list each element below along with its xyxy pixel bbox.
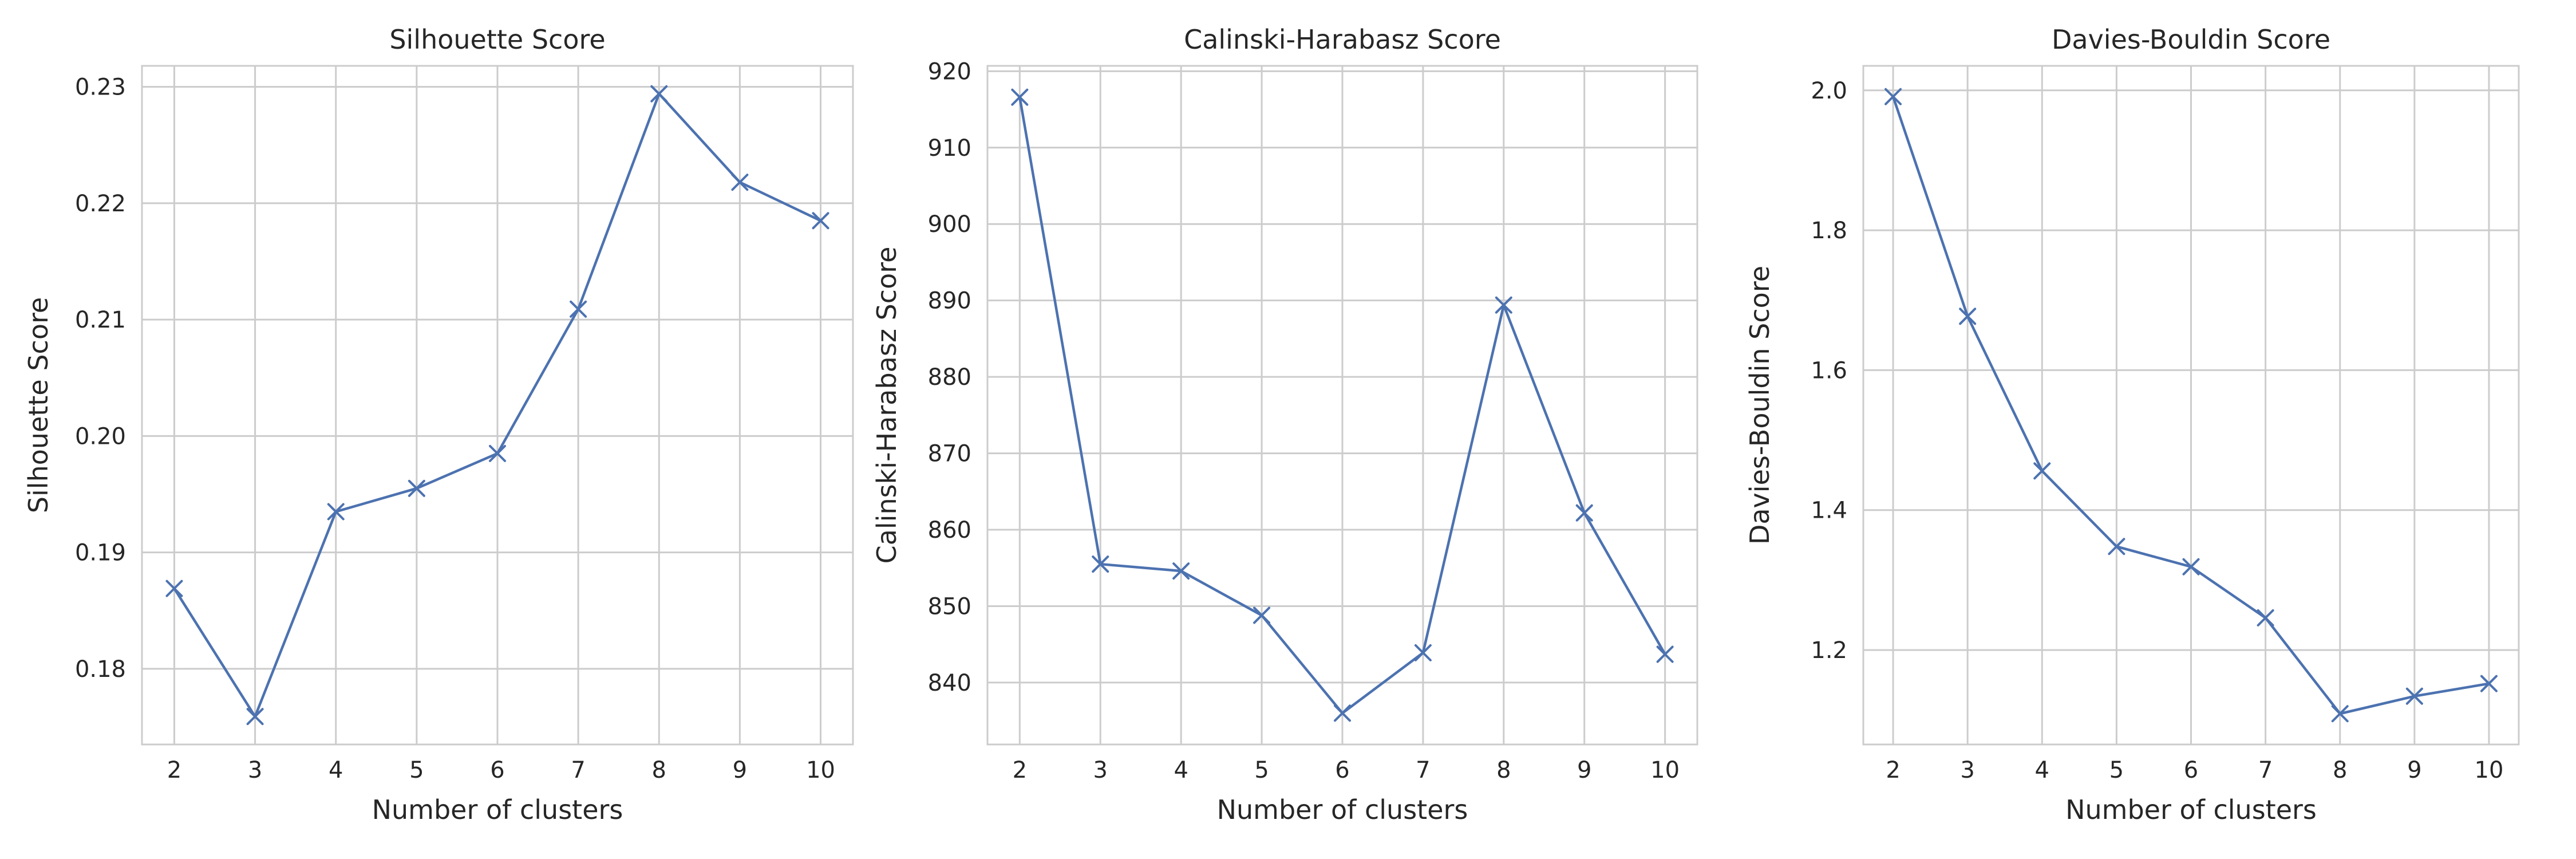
data-point-marker [1414, 644, 1432, 661]
data-point-marker [812, 212, 829, 230]
y-tick-label: 2.0 [1811, 78, 1847, 104]
data-point-marker [1092, 555, 1109, 573]
x-tick-label: 9 [2407, 757, 2421, 783]
x-tick-label: 3 [248, 757, 262, 783]
y-tick-label: 0.23 [75, 74, 126, 101]
data-point-marker [1011, 88, 1029, 106]
y-tick-label: 850 [928, 593, 971, 620]
x-axis-label: Number of clusters [2065, 794, 2317, 825]
data-point-marker [1334, 704, 1351, 722]
x-tick-label: 6 [2184, 757, 2198, 783]
data-point-marker [408, 479, 425, 497]
data-point-marker [1495, 296, 1512, 314]
x-tick-label: 3 [1960, 757, 1974, 783]
x-tick-label: 2 [167, 757, 181, 783]
x-tick-label: 7 [2258, 757, 2273, 783]
y-tick-label: 900 [928, 211, 971, 238]
x-tick-label: 3 [1093, 757, 1108, 783]
chart-panel-3: 2 3 4 5 6 7 8 9 10 1.2 1.4 1.6 1.8 2.0 Davies-Bouldin … [1744, 24, 2520, 825]
x-tick-label: 6 [1335, 757, 1349, 783]
x-axis-label: Number of clusters [1217, 794, 1468, 825]
chart-title: Silhouette Score [389, 24, 605, 55]
data-point-marker [2108, 538, 2125, 555]
chart-title: Davies-Bouldin Score [2052, 24, 2330, 55]
data-point-marker [731, 174, 749, 191]
data-point-marker [1884, 88, 1902, 105]
chart-title: Calinski-Harabasz Score [1184, 24, 1501, 55]
y-tick-label: 0.18 [75, 656, 126, 683]
x-tick-label: 7 [571, 757, 585, 783]
y-axis-label: Davies-Bouldin Score [1744, 266, 1775, 545]
x-tick-label: 4 [2035, 757, 2049, 783]
data-point-marker [246, 708, 264, 726]
data-point-marker [2331, 705, 2349, 723]
chart-panel-1: 2 3 4 5 6 7 8 9 10 0.18 0.19 0.20 0.21 0.22 0.23 Silhou… [23, 24, 854, 825]
data-point-marker [1172, 562, 1190, 580]
data-point-marker [327, 503, 345, 521]
y-tick-label: 1.8 [1811, 218, 1847, 244]
y-tick-label: 840 [928, 670, 971, 696]
data-point-marker [165, 580, 183, 597]
x-tick-label: 5 [2109, 757, 2124, 783]
data-point-marker [2405, 687, 2423, 705]
y-tick-label: 1.6 [1811, 357, 1847, 384]
x-tick-label: 8 [1496, 757, 1511, 783]
x-tick-label: 4 [1174, 757, 1188, 783]
data-point-marker [2480, 675, 2498, 692]
data-point-marker [570, 300, 587, 318]
data-point-marker [650, 85, 668, 103]
data-point-marker [1959, 308, 1977, 325]
y-tick-label: 1.2 [1811, 637, 1847, 664]
y-tick-label: 0.20 [75, 423, 126, 450]
data-point-marker [1575, 504, 1593, 522]
y-axis-label: Calinski-Harabasz Score [871, 247, 902, 564]
y-tick-label: 870 [928, 441, 971, 467]
x-tick-label: 2 [1013, 757, 1027, 783]
y-axis-label: Silhouette Score [23, 297, 54, 513]
data-point-marker [1253, 606, 1271, 624]
x-tick-label: 10 [1650, 757, 1680, 783]
y-tick-label: 0.22 [75, 191, 126, 217]
x-axis-label: Number of clusters [372, 794, 623, 825]
x-tick-label: 7 [1416, 757, 1430, 783]
data-point-marker [1656, 645, 1674, 663]
x-tick-label: 2 [1886, 757, 1900, 783]
data-point-marker [2182, 558, 2200, 576]
data-point-marker [2257, 609, 2274, 626]
x-tick-label: 4 [329, 757, 343, 783]
x-tick-label: 5 [409, 757, 424, 783]
x-tick-label: 6 [490, 757, 504, 783]
data-point-marker [489, 444, 506, 462]
y-tick-label: 920 [928, 58, 971, 85]
x-tick-label: 8 [2333, 757, 2347, 783]
x-tick-label: 8 [652, 757, 666, 783]
x-tick-label: 5 [1254, 757, 1269, 783]
x-tick-label: 9 [1577, 757, 1591, 783]
y-tick-label: 1.4 [1811, 498, 1847, 524]
x-tick-label: 9 [733, 757, 747, 783]
y-tick-label: 910 [928, 135, 971, 161]
y-tick-label: 0.21 [75, 307, 126, 333]
chart-panel-2: 2 3 4 5 6 7 8 9 10840850860870880890900910920Cal… [871, 24, 1698, 825]
y-tick-label: 890 [928, 288, 971, 314]
y-tick-label: 880 [928, 364, 971, 391]
y-tick-label: 860 [928, 517, 971, 543]
y-tick-label: 0.19 [75, 540, 126, 566]
x-tick-label: 10 [806, 757, 835, 783]
data-point-marker [2033, 462, 2051, 480]
x-tick-label: 10 [2475, 757, 2504, 783]
